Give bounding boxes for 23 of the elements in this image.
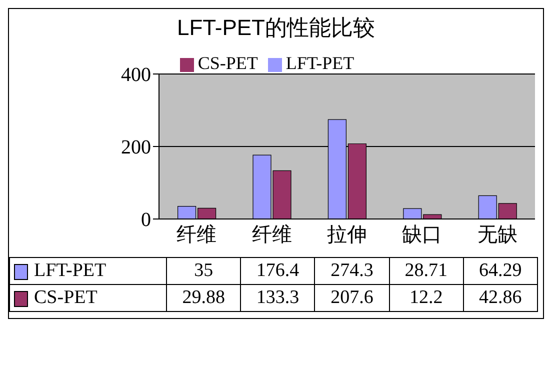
y-tick-label: 200 <box>121 136 151 159</box>
x-tick-label: 无缺 <box>477 224 518 246</box>
data-label: 12.2 <box>389 284 464 312</box>
x-tick-label: 缺口 <box>402 224 442 246</box>
data-label: 29.88 <box>166 284 241 312</box>
x-tick-label: 纤维 <box>252 224 292 246</box>
data-label: 35 <box>166 258 241 284</box>
data-label: 274.3 <box>314 258 390 284</box>
data-label: 133.3 <box>240 284 315 312</box>
y-tick-label: 400 <box>121 64 151 86</box>
data-label: 28.71 <box>389 258 464 284</box>
legend-label: CS-PET <box>198 53 258 73</box>
text: CS-PET <box>34 287 98 308</box>
data-label: 64.29 <box>463 258 538 284</box>
y-tick-label: 0 <box>141 209 151 232</box>
legend-label: LFT-PET <box>286 53 354 73</box>
data-label: 207.6 <box>314 284 390 312</box>
text: LFT-PET <box>34 260 106 281</box>
data-label: 42.86 <box>463 284 538 312</box>
x-tick-label: 纤维 <box>176 224 217 246</box>
x-tick-label: 拉伸 <box>327 224 367 246</box>
chart-title: LFT-PET的性能比较 <box>176 14 376 42</box>
data-label: 176.4 <box>240 258 315 284</box>
